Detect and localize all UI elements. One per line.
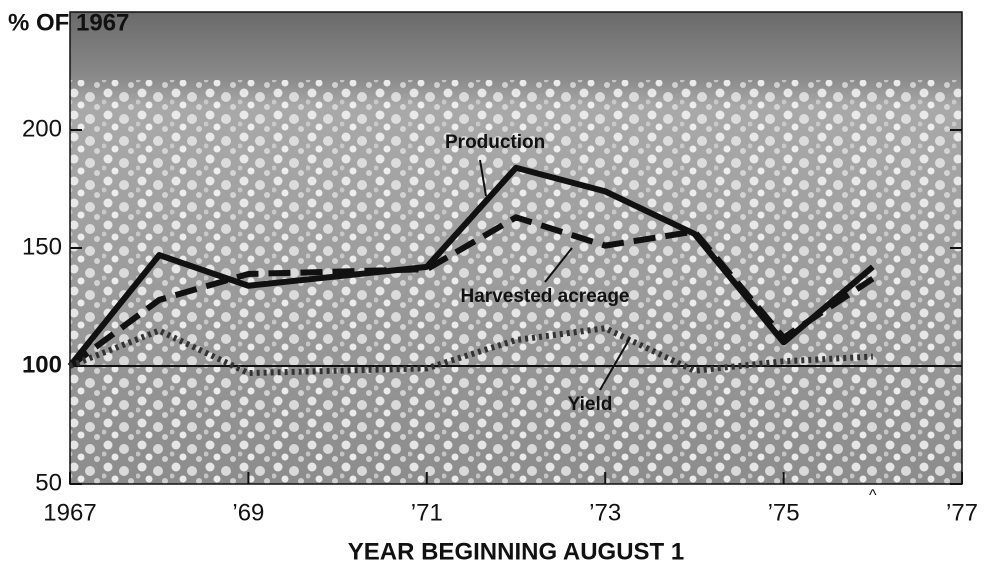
label-leader — [544, 247, 573, 283]
x-tick-label: ’77 — [946, 499, 978, 526]
series-label: Yield — [568, 394, 613, 415]
y-tick-label: 50 — [35, 469, 62, 496]
x-tick-label: ’71 — [411, 499, 443, 526]
x-tick-label: ’69 — [232, 499, 264, 526]
label-leader — [479, 159, 487, 197]
y-tick-label: 100 — [22, 351, 62, 378]
x-axis-title: YEAR BEGINNING AUGUST 1 — [348, 538, 684, 565]
x-tick-label: ’75 — [768, 499, 800, 526]
y-tick-label: 150 — [22, 233, 62, 260]
series-label: Harvested acreage — [461, 286, 630, 307]
y-tick-label: 200 — [22, 115, 62, 142]
y-axis-title: % OF 1967 — [8, 9, 129, 36]
x-tick-label: 1967 — [43, 499, 96, 526]
series-label: Production — [445, 132, 545, 153]
label-leader — [599, 337, 631, 391]
series-line — [68, 325, 873, 377]
x-tick-label: ’73 — [589, 499, 621, 526]
annotation: ^ — [869, 487, 877, 504]
series-line — [68, 214, 875, 369]
